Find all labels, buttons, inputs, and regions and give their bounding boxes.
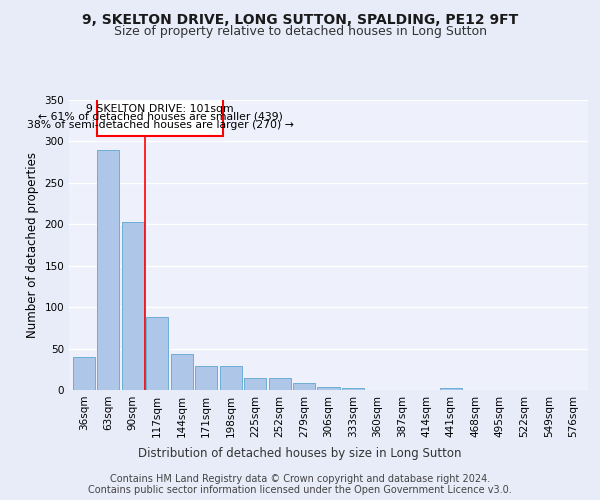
Text: 9 SKELTON DRIVE: 101sqm: 9 SKELTON DRIVE: 101sqm	[86, 104, 234, 114]
Bar	[244, 378, 266, 390]
Text: Contains public sector information licensed under the Open Government Licence v3: Contains public sector information licen…	[88, 485, 512, 495]
Bar	[170, 354, 193, 390]
Bar	[269, 378, 290, 390]
Text: ← 61% of detached houses are smaller (439): ← 61% of detached houses are smaller (43…	[38, 112, 283, 122]
Text: 9, SKELTON DRIVE, LONG SUTTON, SPALDING, PE12 9FT: 9, SKELTON DRIVE, LONG SUTTON, SPALDING,…	[82, 12, 518, 26]
Bar	[440, 388, 462, 390]
Bar	[293, 384, 315, 390]
Bar	[220, 366, 242, 390]
Bar	[73, 357, 95, 390]
Text: Distribution of detached houses by size in Long Sutton: Distribution of detached houses by size …	[138, 448, 462, 460]
Text: Contains HM Land Registry data © Crown copyright and database right 2024.: Contains HM Land Registry data © Crown c…	[110, 474, 490, 484]
Bar	[122, 222, 143, 390]
Text: 38% of semi-detached houses are larger (270) →: 38% of semi-detached houses are larger (…	[27, 120, 293, 130]
Bar	[195, 366, 217, 390]
Bar	[146, 317, 168, 390]
FancyBboxPatch shape	[97, 98, 223, 136]
Bar	[342, 388, 364, 390]
Bar	[317, 386, 340, 390]
Bar	[97, 150, 119, 390]
Text: Size of property relative to detached houses in Long Sutton: Size of property relative to detached ho…	[113, 25, 487, 38]
Y-axis label: Number of detached properties: Number of detached properties	[26, 152, 39, 338]
